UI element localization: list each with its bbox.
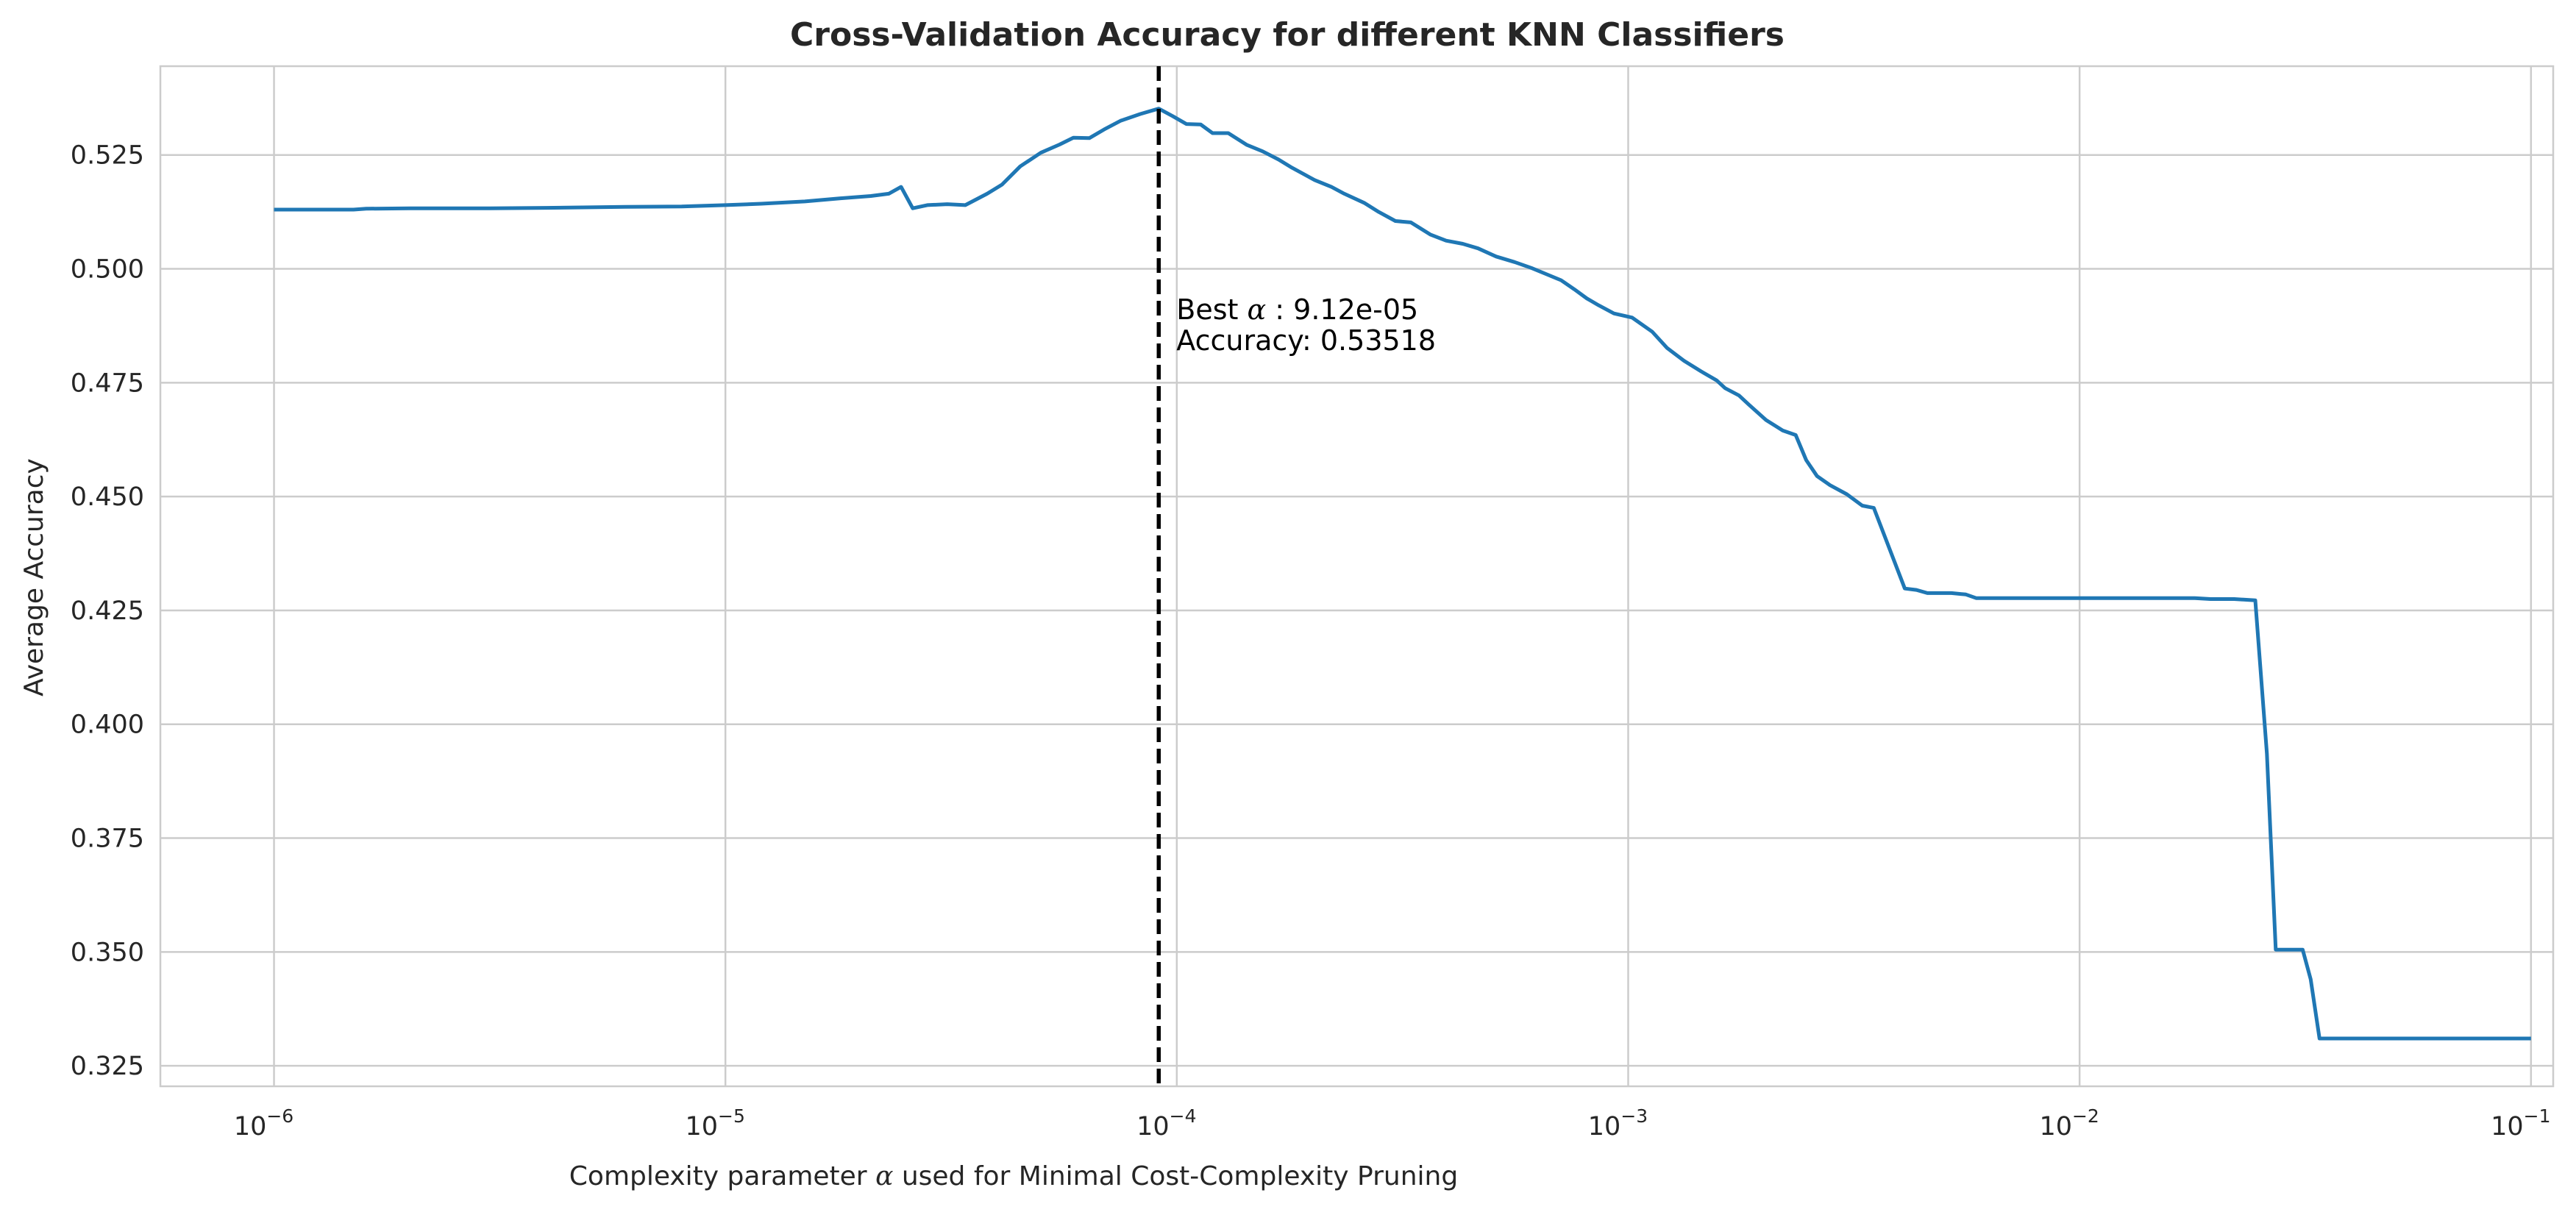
plot-frame	[159, 65, 2555, 1088]
y-gridlines	[160, 154, 2553, 1067]
y-tick-label: 0.525	[71, 141, 144, 171]
y-tick-label: 0.425	[71, 596, 144, 626]
x-tick-labels: 10−6 10−5 10−4 10−3 10−2 10−1	[234, 1105, 2551, 1141]
y-tick-label: 0.500	[71, 255, 144, 285]
y-axis-label: Average Accuracy	[19, 458, 49, 696]
x-axis-label: Complexity parameter α used for Minimal …	[569, 1161, 1458, 1191]
y-tick-label: 0.350	[71, 938, 144, 967]
best-accuracy-annotation: Accuracy: 0.53518	[1176, 324, 1436, 357]
x-tick-label: 10−5	[685, 1105, 744, 1141]
best-alpha-annotation: Best α : 9.12e-05	[1176, 293, 1418, 326]
x-tick-label: 10−2	[2039, 1105, 2099, 1141]
y-tick-labels: 0.325 0.350 0.375 0.400 0.425 0.450 0.475 0.500…	[71, 141, 144, 1081]
y-tick-label: 0.325	[71, 1052, 144, 1081]
x-tick-label: 10−3	[1588, 1105, 1648, 1141]
chart-title: Cross-Validation Accuracy for different …	[790, 16, 1785, 54]
y-tick-label: 0.475	[71, 368, 144, 398]
x-tick-label: 10−6	[234, 1105, 293, 1141]
x-tick-label: 10−4	[1136, 1105, 1196, 1141]
y-tick-label: 0.400	[71, 710, 144, 740]
x-tick-label: 10−1	[2491, 1105, 2550, 1141]
y-tick-label: 0.375	[71, 824, 144, 854]
x-gridlines	[273, 66, 2533, 1086]
accuracy-series-line	[274, 107, 2531, 1041]
y-tick-label: 0.450	[71, 482, 144, 512]
